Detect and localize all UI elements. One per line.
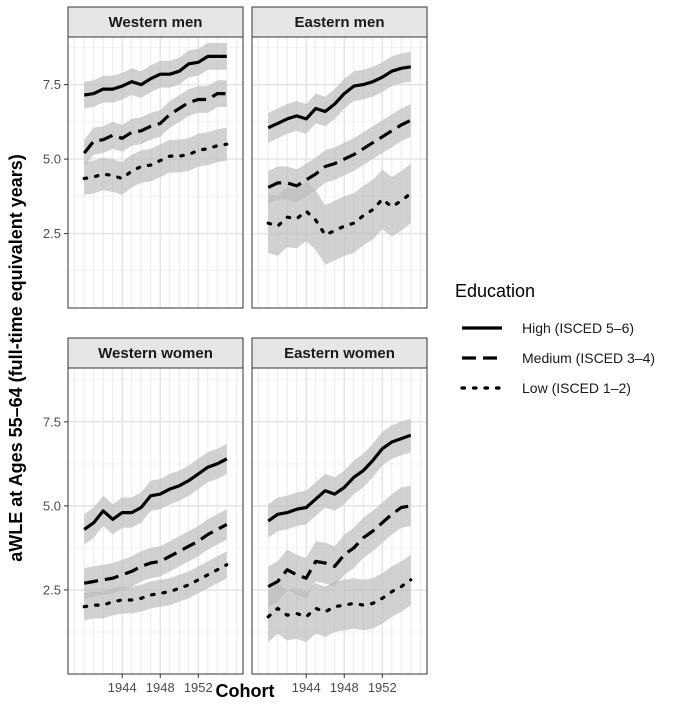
series-line-solid [267,65,412,130]
y-tick-label: 2.5 [43,226,61,241]
y-tick-label: 2.5 [43,582,61,597]
panel: Eastern men [251,6,428,309]
series-line-dashed [267,504,412,589]
panel-border [67,367,244,675]
panel-title: Western women [98,345,213,362]
series-line-solid [83,54,227,97]
series-line-dotted [82,563,229,609]
confidence-band [268,554,411,643]
panel: Western women 2.5 5.0 7.5 1944 1948 1952 [43,337,244,695]
x-tick-label: 1948 [330,680,359,695]
x-tick-label: 1952 [184,680,213,695]
y-tick-label: 5.0 [43,152,61,167]
confidence-band [84,80,227,167]
panel-strip [67,337,244,369]
panel-strip [67,6,244,38]
legend-label: High (ISCED 5–6) [522,320,634,336]
panel-title: Eastern men [294,14,384,31]
series-line-dashed [267,118,412,189]
y-tick-label: 7.5 [43,414,61,429]
panel: Eastern women 1944 1948 1952 [251,337,428,695]
confidence-band [84,509,227,599]
confidence-band [84,551,227,621]
panel: Western men 2.5 5.0 7.5 [43,6,244,309]
x-tick-label: 1944 [292,680,321,695]
series-line-dashed [82,91,227,155]
series-line-solid [83,457,228,531]
x-tick-label: 1948 [146,680,175,695]
legend-label: Medium (ISCED 3–4) [522,350,655,366]
legend-items: High (ISCED 5–6) Medium (ISCED 3–4) Low (I… [460,320,655,396]
series-line-dashed [83,522,228,585]
series-line-dotted [82,142,229,181]
panel-title: Eastern women [284,345,395,362]
series-line-dotted [266,191,413,237]
legend-label: Low (ISCED 1–2) [522,380,631,396]
panel-border [251,36,428,309]
y-tick-label: 7.5 [43,77,61,92]
legend-title: Education [455,281,535,301]
panels-layer: Western men 2.5 5.0 7.5 Eastern men Western w… [43,6,428,695]
y-tick-label: 5.0 [43,498,61,513]
x-axis-title: Cohort [216,681,275,701]
confidence-band [268,104,411,204]
panel-border [251,367,428,675]
series-line-dotted [266,578,413,619]
legend: Education High (ISCED 5–6) Medium (ISCED … [455,281,655,396]
y-axis-title: aWLE at Ages 55–64 (full-time equivalent… [6,154,26,561]
series-line-solid [267,433,412,523]
confidence-band [268,163,411,265]
panel-title: Western men [109,14,203,31]
panel-border [67,36,244,309]
x-tick-label: 1944 [108,680,137,695]
x-tick-label: 1952 [368,680,397,695]
panel-strip [251,6,428,38]
